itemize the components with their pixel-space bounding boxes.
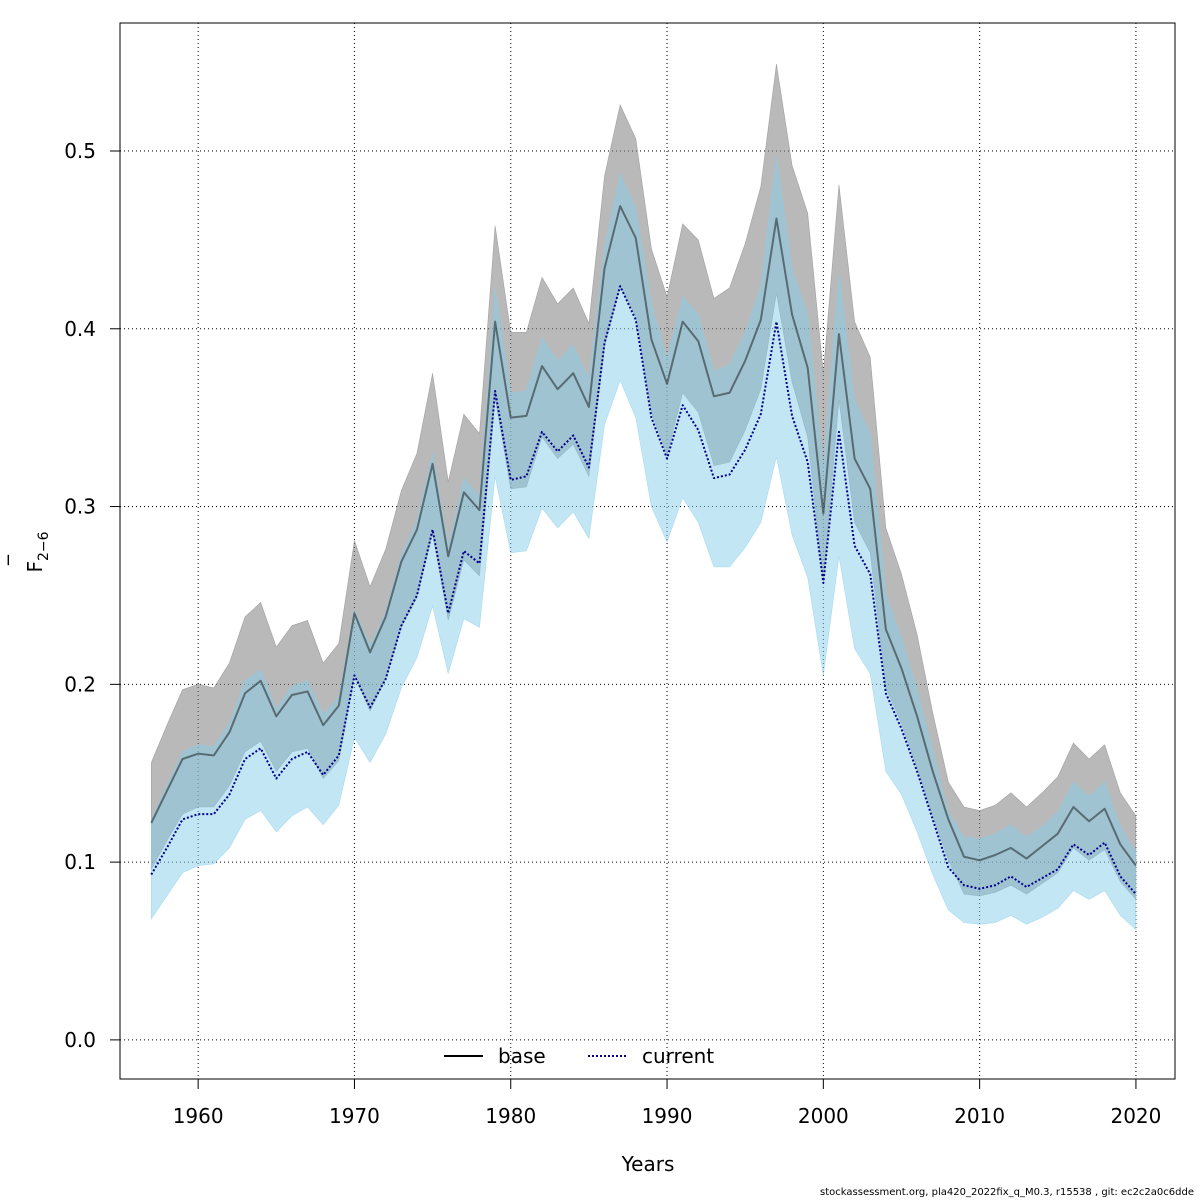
legend: base current <box>444 1044 714 1068</box>
y-axis: 0.0 0.1 0.2 0.3 0.4 0.5 <box>64 139 121 1052</box>
legend-label-base: base <box>498 1044 546 1068</box>
series-lines <box>150 205 1137 895</box>
footer-credit: stockassessment.org, pla420_2022fix_q_M0… <box>820 1187 1194 1198</box>
x-tick-label: 1970 <box>329 1104 380 1128</box>
y-tick-label: 0.2 <box>64 672 96 696</box>
grid <box>120 23 1175 1079</box>
legend-label-current: current <box>642 1044 714 1068</box>
x-tick-label: 2000 <box>798 1104 849 1128</box>
svg-text:F2−6: F2−6 <box>23 531 52 572</box>
series-line-base <box>150 205 1137 867</box>
y-axis-title-sub: 2−6 <box>36 531 52 561</box>
x-tick-label: 1960 <box>173 1104 224 1128</box>
y-tick-label: 0.3 <box>64 495 96 519</box>
x-tick-label: 2020 <box>1110 1104 1161 1128</box>
band-current <box>150 156 1137 931</box>
x-tick-label: 1980 <box>485 1104 536 1128</box>
y-tick-label: 0.0 <box>64 1028 96 1052</box>
y-tick-label: 0.1 <box>64 850 96 874</box>
y-axis-title-bar: ‾ <box>4 554 28 566</box>
x-tick-label: 1990 <box>642 1104 693 1128</box>
x-tick-label: 2010 <box>954 1104 1005 1128</box>
confidence-bands <box>150 63 1137 931</box>
x-axis-title: Years <box>621 1152 675 1176</box>
x-axis: 1960 1970 1980 1990 2000 2010 2020 <box>173 1078 1161 1128</box>
y-axis-title: F2−6 ‾ <box>4 531 52 572</box>
plot-frame <box>119 22 1176 1080</box>
series-line-current <box>150 285 1137 895</box>
y-tick-label: 0.4 <box>64 317 96 341</box>
y-axis-title-main: F <box>23 561 47 573</box>
y-tick-label: 0.5 <box>64 139 96 163</box>
